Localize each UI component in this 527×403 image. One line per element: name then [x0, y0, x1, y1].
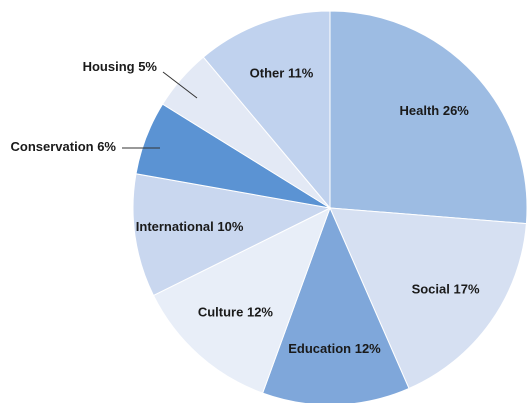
slice-label: International 10%: [136, 220, 244, 235]
slice-category: Social: [412, 282, 450, 297]
slice-value: 12%: [247, 305, 273, 320]
slice-value: 10%: [217, 220, 243, 235]
slice-value: 12%: [355, 341, 381, 356]
slice-category: Education: [288, 341, 351, 356]
slice-value: 6%: [97, 139, 116, 154]
slice-category: Culture: [198, 305, 244, 320]
slice-value: 17%: [453, 282, 479, 297]
slice-label: Social 17%: [412, 282, 480, 297]
pie-slice: [202, 10, 331, 210]
slice-category: Housing: [83, 59, 135, 74]
pie-slice: [152, 206, 331, 394]
slice-label: Other 11%: [250, 66, 314, 81]
slice-label: Education 12%: [288, 341, 381, 356]
leader-line: [162, 71, 198, 99]
slice-category: Other: [250, 66, 285, 81]
pie-slice: [329, 10, 527, 225]
slice-label: Housing 5%: [83, 59, 158, 74]
pie-slice: [261, 206, 410, 403]
slice-category: Health: [399, 103, 439, 118]
slice-label: Culture 12%: [198, 305, 274, 320]
pie-slice: [132, 173, 332, 297]
slice-category: International: [136, 220, 214, 235]
slice-label: Conservation 6%: [11, 139, 117, 154]
pie-slice: [329, 207, 527, 390]
slice-value: 5%: [138, 59, 157, 74]
slice-value: 11%: [288, 66, 314, 81]
slice-value: 26%: [443, 103, 469, 118]
slice-label: Health 26%: [399, 103, 469, 118]
slice-category: Conservation: [11, 139, 94, 154]
